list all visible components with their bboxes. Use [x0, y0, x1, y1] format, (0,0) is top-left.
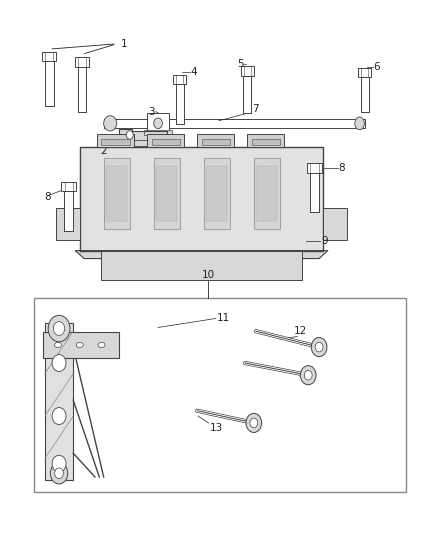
Bar	[144, 130, 173, 135]
Bar	[42, 52, 57, 61]
Bar	[102, 251, 302, 280]
Bar	[152, 139, 180, 144]
Text: 4: 4	[191, 67, 198, 77]
Bar	[102, 139, 130, 144]
Bar	[45, 323, 73, 480]
Bar	[97, 134, 134, 147]
Circle shape	[304, 370, 312, 380]
Text: 13: 13	[209, 423, 223, 433]
Circle shape	[126, 131, 133, 139]
Bar	[247, 134, 284, 147]
Bar	[252, 139, 280, 144]
Bar	[197, 134, 234, 147]
Circle shape	[52, 455, 66, 472]
Circle shape	[246, 414, 261, 432]
Text: 7: 7	[252, 104, 258, 114]
Bar	[254, 158, 280, 229]
Bar	[78, 67, 86, 112]
Ellipse shape	[54, 342, 61, 348]
Bar	[361, 77, 369, 112]
Circle shape	[52, 408, 66, 424]
Circle shape	[50, 463, 68, 484]
Bar	[154, 158, 180, 229]
Text: 3: 3	[148, 107, 155, 117]
Circle shape	[55, 468, 64, 479]
Bar	[358, 68, 371, 77]
Bar	[206, 166, 227, 221]
Bar	[204, 158, 230, 229]
Circle shape	[52, 354, 66, 372]
Bar	[256, 166, 277, 221]
Bar	[56, 208, 80, 240]
Ellipse shape	[104, 116, 117, 131]
Bar	[75, 57, 89, 67]
Bar	[173, 75, 186, 84]
Ellipse shape	[98, 342, 105, 348]
Circle shape	[311, 337, 327, 357]
Circle shape	[250, 418, 258, 427]
Bar	[61, 182, 77, 191]
Circle shape	[315, 342, 323, 352]
Bar	[34, 298, 406, 492]
Text: 8: 8	[44, 191, 51, 201]
Bar	[64, 191, 73, 231]
Bar	[307, 163, 322, 173]
Bar	[201, 139, 230, 144]
Circle shape	[300, 366, 316, 385]
Polygon shape	[119, 128, 167, 142]
Ellipse shape	[76, 342, 83, 348]
Bar	[106, 166, 127, 221]
Circle shape	[53, 321, 65, 335]
Bar	[147, 113, 169, 135]
Polygon shape	[75, 251, 328, 259]
Polygon shape	[80, 147, 323, 251]
Ellipse shape	[355, 117, 364, 130]
Bar	[43, 332, 119, 358]
Bar	[104, 119, 365, 127]
Text: 10: 10	[201, 270, 215, 280]
Text: 11: 11	[217, 313, 230, 324]
Text: 8: 8	[339, 164, 345, 173]
Bar	[45, 61, 53, 107]
Circle shape	[48, 316, 70, 342]
Bar	[156, 166, 177, 221]
Text: 12: 12	[294, 327, 307, 336]
Bar	[176, 84, 184, 124]
Text: 2: 2	[101, 146, 107, 156]
Bar	[244, 76, 251, 113]
Text: 9: 9	[321, 236, 328, 246]
Bar	[147, 134, 184, 147]
Bar	[323, 208, 347, 240]
Bar	[241, 66, 254, 76]
Bar	[311, 173, 319, 213]
Circle shape	[154, 118, 162, 128]
Bar	[115, 140, 176, 146]
Text: 1: 1	[121, 39, 128, 49]
Text: 5: 5	[238, 59, 244, 69]
Text: 6: 6	[374, 62, 380, 71]
Bar	[104, 158, 130, 229]
